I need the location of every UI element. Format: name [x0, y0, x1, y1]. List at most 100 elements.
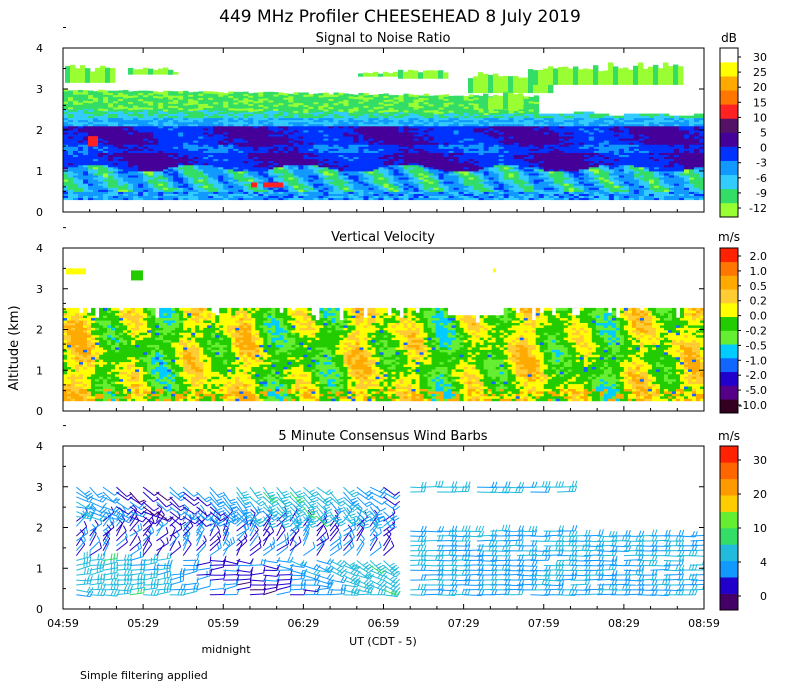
- snr-cell: [458, 115, 465, 119]
- snr-cell: [413, 103, 419, 106]
- snr-cell: [388, 158, 394, 162]
- snr-cell: [343, 107, 349, 111]
- snr-cell: [268, 115, 274, 119]
- snr-cell: [443, 117, 450, 121]
- snr-cell: [68, 168, 74, 172]
- snr-cell: [523, 102, 530, 106]
- snr-cell: [388, 136, 394, 139]
- snr-cell: [363, 134, 369, 137]
- snr-cell: [293, 115, 299, 119]
- snr-cell: [343, 121, 349, 125]
- snr-cell: [478, 125, 485, 129]
- snr-cell: [333, 144, 339, 147]
- snr-cell: [348, 98, 354, 101]
- snr-cell: [218, 130, 224, 133]
- snr-cell: [103, 160, 109, 164]
- snr-cell: [508, 166, 515, 170]
- snr-cell: [243, 181, 249, 184]
- snr-cell: [493, 136, 500, 139]
- snr-cell: [383, 130, 389, 133]
- snr-cell: [88, 189, 94, 192]
- snr-cell: [248, 107, 254, 111]
- snr-cell: [323, 160, 329, 164]
- snr-cell: [463, 158, 470, 162]
- snr-cell: [228, 193, 234, 196]
- snr-cell: [163, 104, 169, 108]
- snr-cell: [363, 113, 369, 117]
- snr-cell: [463, 148, 470, 151]
- snr-cell: [258, 197, 264, 201]
- snr-cell: [268, 181, 274, 184]
- snr-cell: [233, 173, 239, 176]
- snr-cell: [128, 144, 134, 147]
- snr-cell: [443, 181, 450, 184]
- snr-cell: [183, 177, 189, 180]
- snr-cell: [498, 195, 505, 199]
- snr-cell: [483, 166, 490, 170]
- snr-cell: [63, 171, 69, 174]
- snr-cell: [128, 111, 134, 114]
- snr-cell: [328, 108, 334, 112]
- snr-cell: [418, 152, 424, 155]
- snr-cell: [98, 154, 104, 158]
- snr-cell: [333, 195, 339, 199]
- snr-cell: [363, 173, 369, 176]
- snr-cell: [138, 162, 144, 166]
- snr-cell: [508, 154, 515, 158]
- snr-cell: [458, 175, 465, 178]
- snr-cell: [523, 121, 530, 125]
- snr-cell: [243, 106, 249, 109]
- snr-cell: [208, 99, 214, 102]
- snr-cell: [118, 197, 124, 201]
- snr-cell: [253, 111, 259, 114]
- snr-cell: [73, 90, 79, 93]
- snr-cell: [398, 97, 404, 100]
- snr-cell: [113, 136, 119, 139]
- snr-cell: [78, 98, 84, 101]
- snr-cell: [83, 134, 89, 137]
- snr-cell: [418, 177, 424, 180]
- snr-cell: [333, 113, 339, 117]
- snr-cell: [353, 177, 359, 180]
- snr-cell: [383, 156, 389, 160]
- snr-cell: [138, 195, 144, 199]
- snr-cell: [518, 177, 525, 180]
- snr-cell: [303, 162, 309, 166]
- snr-cell: [73, 142, 79, 145]
- snr-cell: [343, 193, 349, 196]
- snr-cell: [273, 195, 279, 199]
- snr-cell: [183, 179, 189, 182]
- snr-cell: [313, 175, 319, 178]
- snr-cell: [478, 103, 485, 107]
- snr-cell: [463, 191, 470, 194]
- snr-cell: [138, 154, 144, 158]
- snr-cell: [208, 134, 214, 137]
- snr-cell: [353, 171, 359, 174]
- snr-cell: [273, 162, 279, 166]
- snr-cell: [108, 175, 114, 178]
- snr-cell: [213, 132, 219, 135]
- snr-cell: [353, 106, 359, 110]
- snr-cell: [228, 103, 234, 107]
- snr-cell: [228, 140, 234, 143]
- snr-cell: [243, 195, 249, 199]
- snr-cell: [458, 164, 465, 168]
- snr-cell: [503, 197, 510, 201]
- snr-cell: [168, 148, 174, 151]
- snr-cell: [128, 181, 134, 184]
- snr-cell: [353, 113, 359, 117]
- snr-cell: [93, 117, 99, 121]
- snr-cell: [288, 130, 294, 133]
- snr-cell: [213, 185, 219, 188]
- snr-cell: [123, 181, 129, 184]
- snr-cell: [338, 197, 344, 201]
- snr-cell: [338, 142, 344, 145]
- snr-cell: [313, 181, 319, 184]
- snr-cell: [228, 179, 234, 182]
- snr-cell: [423, 95, 429, 99]
- snr-cell: [173, 146, 179, 149]
- snr-cell: [523, 166, 530, 170]
- snr-cell: [143, 156, 149, 160]
- snr-cell: [213, 93, 219, 97]
- snr-cell: [193, 132, 199, 135]
